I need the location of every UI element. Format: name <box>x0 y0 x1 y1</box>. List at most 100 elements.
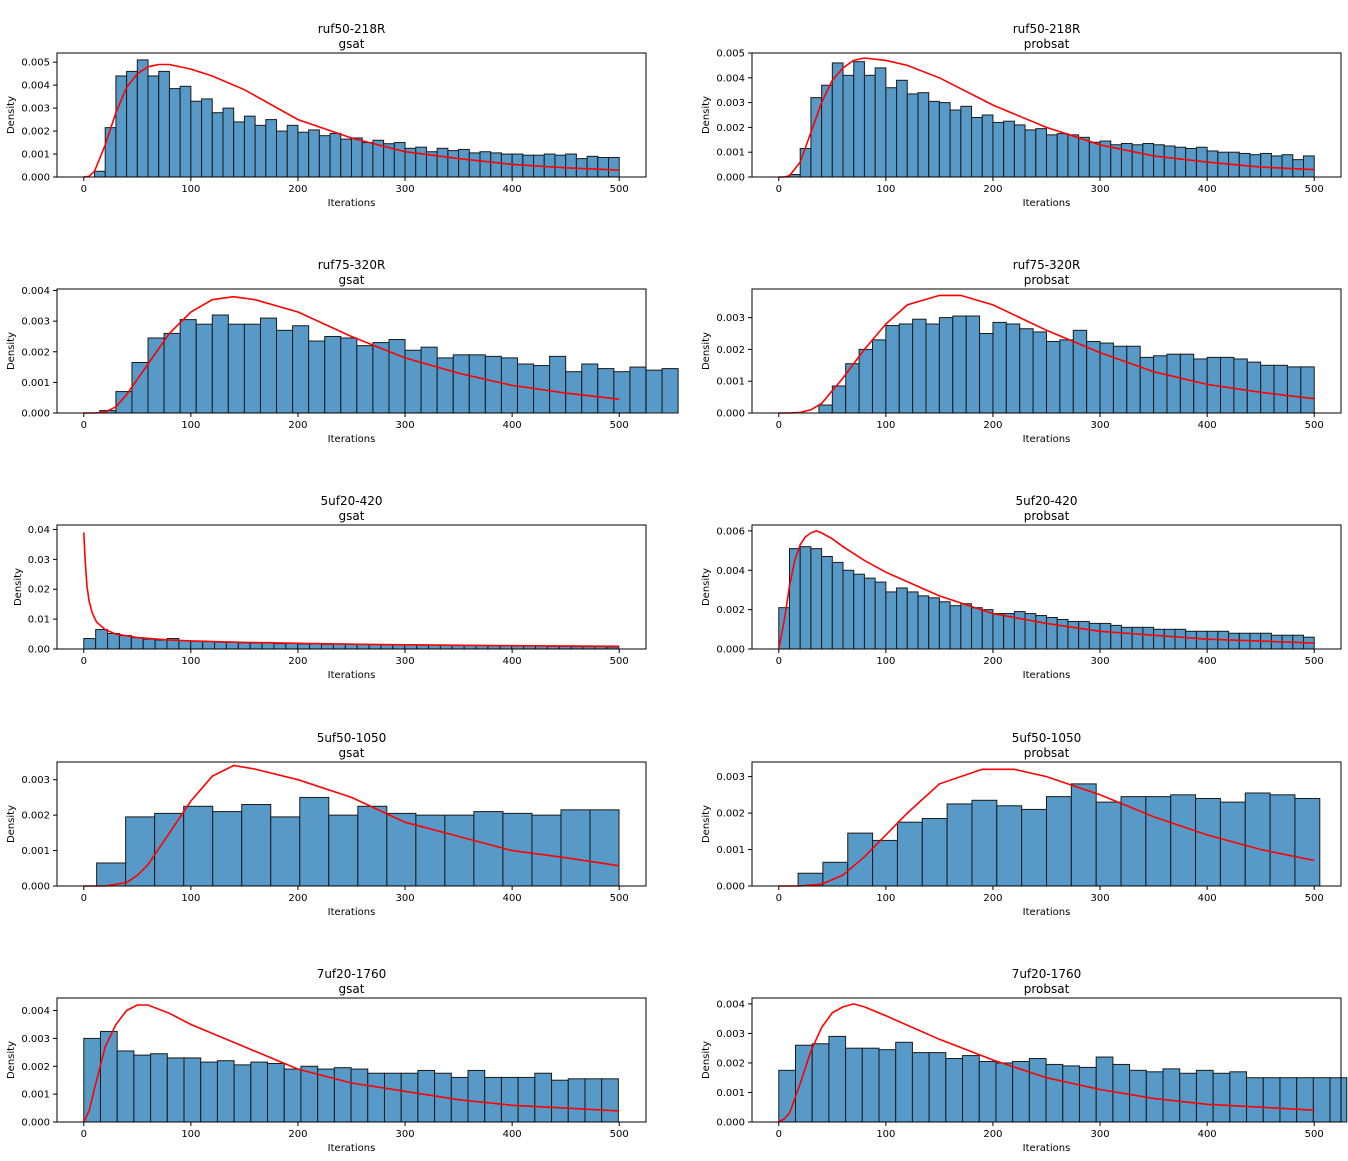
y-tick-label: 0.001 <box>716 1088 745 1099</box>
fitted-density-curve <box>778 768 1315 887</box>
x-tick-label: 300 <box>1090 184 1109 195</box>
histogram-bar <box>321 643 334 650</box>
histogram-bar <box>1062 1065 1080 1123</box>
histogram-bar <box>1281 154 1294 178</box>
histogram-bar <box>1078 620 1090 650</box>
plot-frame <box>56 524 647 650</box>
chart-title: 7uf20-1760 <box>1012 967 1082 981</box>
y-tick-label: 0.004 <box>21 1006 50 1017</box>
histogram-bar <box>810 548 823 650</box>
histogram-bar <box>340 138 353 178</box>
histogram-bar <box>1046 134 1058 178</box>
histogram-bar <box>333 1067 352 1123</box>
x-axis-label: Iterations <box>1023 907 1071 918</box>
histogram-bar <box>1233 358 1248 414</box>
chart-title: ruf75-320R <box>1013 258 1081 272</box>
histogram-bar <box>1046 617 1058 650</box>
chart-subtitle: gsat <box>339 273 365 287</box>
x-tick-label: 500 <box>610 893 629 904</box>
histogram-bar <box>1312 1077 1331 1123</box>
chart-subtitle: probsat <box>1024 273 1070 287</box>
histogram-bar <box>308 129 320 178</box>
y-tick-label: 0.03 <box>28 555 50 566</box>
histogram-bar <box>467 1069 486 1123</box>
histogram-bar <box>872 839 898 887</box>
x-tick-label: 200 <box>288 1129 307 1140</box>
x-axis-label: Iterations <box>328 907 376 918</box>
x-axis-label: Iterations <box>328 1143 376 1154</box>
histogram-bar <box>1153 628 1165 650</box>
histogram-bar <box>300 1065 319 1123</box>
histogram-bar <box>243 323 261 414</box>
y-tick-label: 0.002 <box>716 345 745 356</box>
histogram-bar <box>95 629 109 650</box>
histogram-bar <box>214 641 227 650</box>
histogram-bar <box>83 1037 101 1123</box>
y-tick-label: 0.01 <box>28 615 50 626</box>
y-tick-label: 0.003 <box>716 772 745 783</box>
histogram-bar <box>874 581 887 650</box>
histogram-bar <box>1032 331 1048 414</box>
x-tick-label: 500 <box>1305 656 1324 667</box>
x-tick-label: 300 <box>1090 1129 1109 1140</box>
histogram-bar <box>243 115 256 178</box>
histogram-bar <box>895 1041 913 1123</box>
histogram-bar <box>1110 624 1122 650</box>
histogram-bar <box>484 355 502 414</box>
histogram-bar <box>383 1072 402 1123</box>
histogram-bar <box>178 640 192 650</box>
y-tick-label: 0.004 <box>716 566 745 577</box>
histogram-bar <box>1056 133 1069 178</box>
histogram-bar <box>357 805 388 887</box>
histogram-bar <box>367 1072 385 1123</box>
chart-title: 7uf20-1760 <box>317 967 387 981</box>
histogram-bar <box>1035 615 1047 650</box>
plot-frame <box>56 997 647 1123</box>
x-axis-label: Iterations <box>1023 670 1071 681</box>
fitted-density-curve <box>83 764 620 887</box>
histogram-bar <box>661 368 679 414</box>
x-tick-label: 200 <box>288 184 307 195</box>
histogram-bar <box>1303 155 1315 178</box>
histogram-bars <box>83 1030 619 1123</box>
y-tick-label: 0.000 <box>716 882 745 893</box>
histogram-bar <box>928 597 940 650</box>
histogram-bar <box>1142 626 1155 650</box>
histogram-bar <box>1286 366 1302 414</box>
x-tick-label: 0 <box>776 184 782 195</box>
histogram-bar <box>1246 1077 1264 1123</box>
plot-frame <box>56 288 647 414</box>
histogram-bar <box>154 639 168 650</box>
histogram-bar <box>452 354 470 414</box>
histogram-bar <box>297 643 311 650</box>
histogram-bar <box>1185 147 1197 178</box>
histogram-bar <box>1193 358 1208 414</box>
histogram-bar <box>1120 626 1133 650</box>
histogram-bar <box>283 1068 302 1123</box>
histogram-bar <box>201 98 213 178</box>
histogram-bar <box>254 124 267 178</box>
histogram-bar <box>183 1057 202 1123</box>
histogram-bar <box>938 317 954 414</box>
histogram-bar <box>1294 797 1321 887</box>
y-axis-label: Density <box>701 96 712 134</box>
histogram-bar <box>1088 141 1101 178</box>
histogram-bar <box>1166 353 1181 414</box>
y-tick-label: 0.001 <box>21 150 50 161</box>
histogram-bar <box>126 70 138 178</box>
histogram-bar <box>949 605 962 650</box>
histogram-bar <box>981 114 994 178</box>
histogram-bar <box>1028 1058 1047 1123</box>
y-tick-label: 0.002 <box>21 127 50 138</box>
histogram-bar <box>436 147 449 178</box>
histogram-bar <box>292 325 310 414</box>
fitted-density-curve <box>778 57 1315 178</box>
histogram-bar <box>842 74 855 178</box>
histogram-bar <box>979 333 994 414</box>
y-axis-label: Density <box>6 805 17 843</box>
y-tick-label: 0.002 <box>716 605 745 616</box>
x-tick-label: 500 <box>610 420 629 431</box>
